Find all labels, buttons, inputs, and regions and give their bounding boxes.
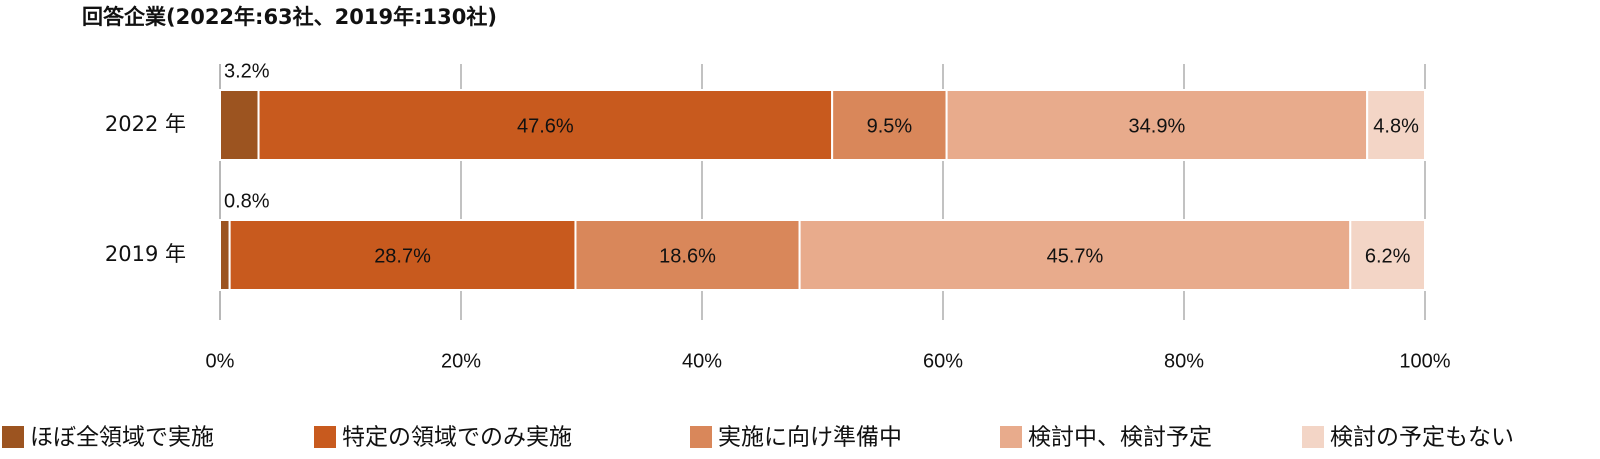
data-label: 6.2%: [1365, 245, 1411, 267]
x-tick-label: 60%: [923, 350, 963, 372]
legend-label: 特定の領域でのみ実施: [342, 425, 572, 451]
bar-segment: [219, 219, 231, 291]
legend-swatch: [2, 426, 24, 448]
data-label: 18.6%: [659, 245, 716, 267]
bar-segment: [228, 219, 577, 291]
bar-segment: [1349, 219, 1427, 291]
bar-segment: [219, 89, 260, 161]
y-tick-label: 2022 年: [105, 112, 186, 136]
legend-label: ほぼ全領域で実施: [30, 425, 214, 451]
data-label: 4.8%: [1373, 115, 1419, 137]
bar-segment: [257, 89, 834, 161]
bar-segment: [574, 219, 801, 291]
legend-label: 検討中、検討予定: [1028, 425, 1212, 451]
y-tick-label: 2019 年: [105, 242, 186, 266]
data-label: 3.2%: [224, 60, 270, 82]
x-tick-label: 80%: [1164, 350, 1204, 372]
legend-swatch: [690, 426, 712, 448]
data-label: 0.8%: [224, 190, 270, 212]
legend-label: 検討の予定もない: [1330, 425, 1514, 451]
bar-segment: [798, 219, 1352, 291]
data-label: 47.6%: [517, 115, 574, 137]
data-label: 9.5%: [867, 115, 913, 137]
legend-swatch: [1302, 426, 1324, 448]
bar-segment: [1366, 89, 1427, 161]
legend-swatch: [314, 426, 336, 448]
data-label: 28.7%: [374, 245, 431, 267]
x-tick-label: 40%: [682, 350, 722, 372]
legend-swatch: [1000, 426, 1022, 448]
data-label: 34.9%: [1129, 115, 1186, 137]
chart-title: 回答企業(2022年:63社、2019年:130社): [82, 5, 497, 29]
x-tick-label: 100%: [1399, 350, 1450, 372]
x-tick-label: 20%: [441, 350, 481, 372]
legend-label: 実施に向け準備中: [718, 425, 902, 451]
x-tick-label: 0%: [206, 350, 235, 372]
data-label: 45.7%: [1047, 245, 1104, 267]
